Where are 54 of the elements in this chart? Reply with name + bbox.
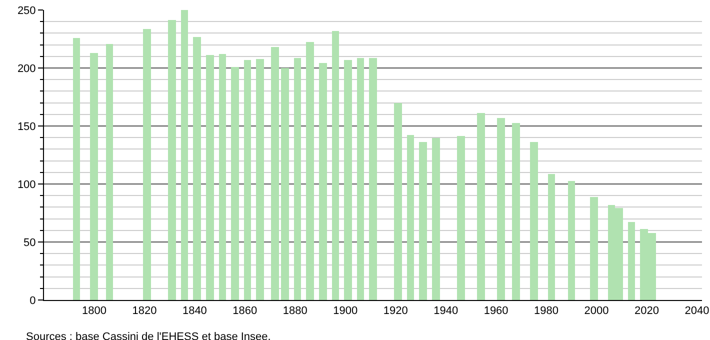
- x-tick-label: 1960: [484, 305, 508, 318]
- x-tick-label: 1820: [132, 305, 157, 318]
- bar: [319, 63, 327, 300]
- bar: [73, 38, 80, 300]
- bar: [432, 138, 440, 300]
- bar: [344, 60, 352, 300]
- x-tick-label: 1920: [383, 305, 408, 318]
- bar: [168, 20, 176, 300]
- bar: [219, 54, 226, 300]
- bar: [477, 113, 485, 300]
- bar: [256, 59, 264, 300]
- x-tick-label: 1860: [232, 305, 258, 318]
- bar: [206, 55, 214, 300]
- bar: [512, 123, 520, 300]
- bar: [244, 60, 251, 300]
- bar: [281, 68, 289, 300]
- bar: [419, 142, 427, 300]
- bar: [628, 222, 635, 300]
- bar: [568, 181, 575, 300]
- x-tick-label: 1900: [333, 305, 358, 318]
- x-tick-label: 2020: [634, 305, 659, 318]
- bar: [181, 10, 188, 300]
- x-tick-label: 1840: [182, 305, 207, 318]
- x-tick-label: 1880: [282, 305, 308, 318]
- bar: [457, 136, 465, 300]
- bar: [332, 31, 339, 300]
- bar: [357, 58, 364, 300]
- bar: [548, 174, 555, 300]
- bar: [294, 58, 301, 300]
- y-tick-label: 150: [17, 120, 36, 133]
- y-tick-label: 200: [17, 62, 36, 75]
- bar: [106, 44, 113, 300]
- x-tick-label: 1940: [434, 305, 458, 318]
- bar: [143, 29, 151, 300]
- x-tick-label: 2000: [584, 305, 609, 318]
- bar: [306, 42, 314, 300]
- bar: [90, 53, 98, 300]
- bar: [231, 67, 239, 300]
- bar: [407, 135, 414, 300]
- y-tick-label: 100: [17, 178, 36, 191]
- x-tick-label: 2040: [684, 305, 710, 318]
- bar: [530, 142, 538, 300]
- y-tick-label: 250: [17, 4, 36, 17]
- bar: [271, 47, 279, 300]
- x-tick-label: 1980: [534, 305, 559, 318]
- y-tick-label: 50: [24, 236, 36, 249]
- bar: [497, 118, 505, 300]
- y-tick-label: 0: [30, 294, 36, 307]
- bar: [590, 197, 598, 300]
- bar: [394, 103, 402, 300]
- x-tick-label: 1800: [82, 305, 106, 318]
- bar: [369, 58, 377, 300]
- bar: [193, 37, 201, 300]
- source-note: Sources : base Cassini de l'EHESS et base Insee.: [26, 331, 271, 340]
